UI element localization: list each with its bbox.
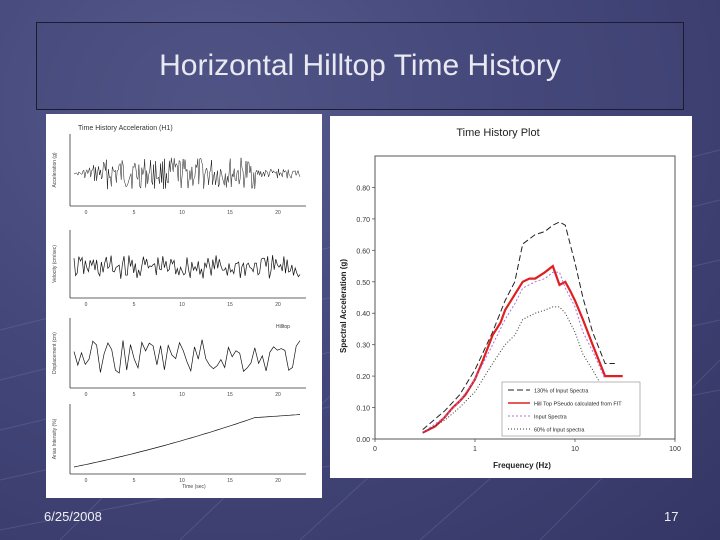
time-history-trace xyxy=(73,339,301,374)
x-tick-label: 0 xyxy=(373,446,377,453)
y-tick-label: 0.50 xyxy=(356,280,370,287)
panel-x-tick-label: 5 xyxy=(133,302,136,308)
x-axis-label: Frequency (Hz) xyxy=(493,461,551,470)
panel-x-tick-label: 5 xyxy=(133,478,136,484)
left-figure-title: Time History Acceleration (H1) xyxy=(78,125,173,132)
series-line-3 xyxy=(422,271,606,434)
panel-y-label: Arias Intensity (%) xyxy=(52,418,58,459)
panel-x-tick-label: 10 xyxy=(179,392,185,398)
panel-x-tick-label: 0 xyxy=(85,302,88,308)
slide-date: 6/25/2008 xyxy=(44,509,102,524)
y-tick-label: 0.60 xyxy=(356,248,370,255)
y-tick-label: 0.20 xyxy=(356,374,370,381)
time-history-trace xyxy=(73,157,301,190)
slide-title-box: Horizontal Hilltop Time History xyxy=(36,22,684,110)
panel-x-tick-label: 0 xyxy=(85,210,88,216)
y-tick-label: 0.10 xyxy=(356,406,370,413)
x-tick-label: 1 xyxy=(473,446,477,453)
spectra-chart: Time History Plot 0.00 0.10 0.20 0.30 0.40 0.… xyxy=(330,116,692,478)
y-tick-label: 0.80 xyxy=(356,185,370,192)
slide-page-number: 17 xyxy=(664,509,679,524)
time-history-svg: Time History Acceleration (H1) 0 5 10 15 20 A… xyxy=(52,125,306,490)
left-bottom-xlabel: Time (sec) xyxy=(182,484,206,490)
panel-x-tick-label: 20 xyxy=(275,210,281,216)
panel-x-tick-label: 5 xyxy=(133,392,136,398)
panel-x-tick-label: 10 xyxy=(179,210,185,216)
panel-x-tick-label: 10 xyxy=(179,302,185,308)
y-tick-label: 0.40 xyxy=(356,311,370,318)
panel-x-tick-label: 20 xyxy=(275,392,281,398)
series-line-1 xyxy=(422,221,615,430)
panel-x-tick-label: 15 xyxy=(227,210,233,216)
panel-x-tick-label: 15 xyxy=(227,392,233,398)
legend-label: 60% of Input spectra xyxy=(534,428,585,434)
panel-x-tick-label: 20 xyxy=(275,478,281,484)
panel-x-tick-label: 5 xyxy=(133,210,136,216)
y-tick-label: 0.00 xyxy=(356,437,370,444)
panel-note: Hilltop xyxy=(276,324,290,330)
time-history-trace xyxy=(73,414,301,468)
panel-y-label: Velocity (cm/sec) xyxy=(52,245,58,283)
panel-x-tick-label: 15 xyxy=(227,302,233,308)
panel-x-tick-label: 20 xyxy=(275,302,281,308)
x-tick-label: 100 xyxy=(669,446,681,453)
y-axis-label: Spectral Acceleration (g) xyxy=(339,259,348,353)
panel-x-tick-label: 10 xyxy=(179,478,185,484)
legend-label: 130% of Input Spectra xyxy=(534,389,589,395)
x-tick-label: 10 xyxy=(571,446,579,453)
chart-title: Time History Plot xyxy=(456,127,539,139)
slide-title: Horizontal Hilltop Time History xyxy=(159,49,561,82)
panel-x-tick-label: 0 xyxy=(85,392,88,398)
panel-x-tick-label: 15 xyxy=(227,478,233,484)
legend-label: Hill Top PSeudo calculated from FIT xyxy=(534,402,622,408)
chart-legend: 130% of Input Spectra Hill Top PSeudo cal… xyxy=(501,381,641,437)
y-tick-label: 0.30 xyxy=(356,343,370,350)
panel-y-label: Displacement (cm) xyxy=(52,332,58,374)
y-tick-label: 0.70 xyxy=(356,217,370,224)
panel-y-label: Acceleration (g) xyxy=(52,152,58,187)
time-history-figure: Time History Acceleration (H1) 0 5 10 15 20 A… xyxy=(46,114,322,498)
spectra-chart-svg: Time History Plot 0.00 0.10 0.20 0.30 0.40 0.… xyxy=(339,127,681,470)
legend-label: Input Spectra xyxy=(534,415,568,421)
time-history-trace xyxy=(73,255,301,279)
panel-x-tick-label: 0 xyxy=(85,478,88,484)
